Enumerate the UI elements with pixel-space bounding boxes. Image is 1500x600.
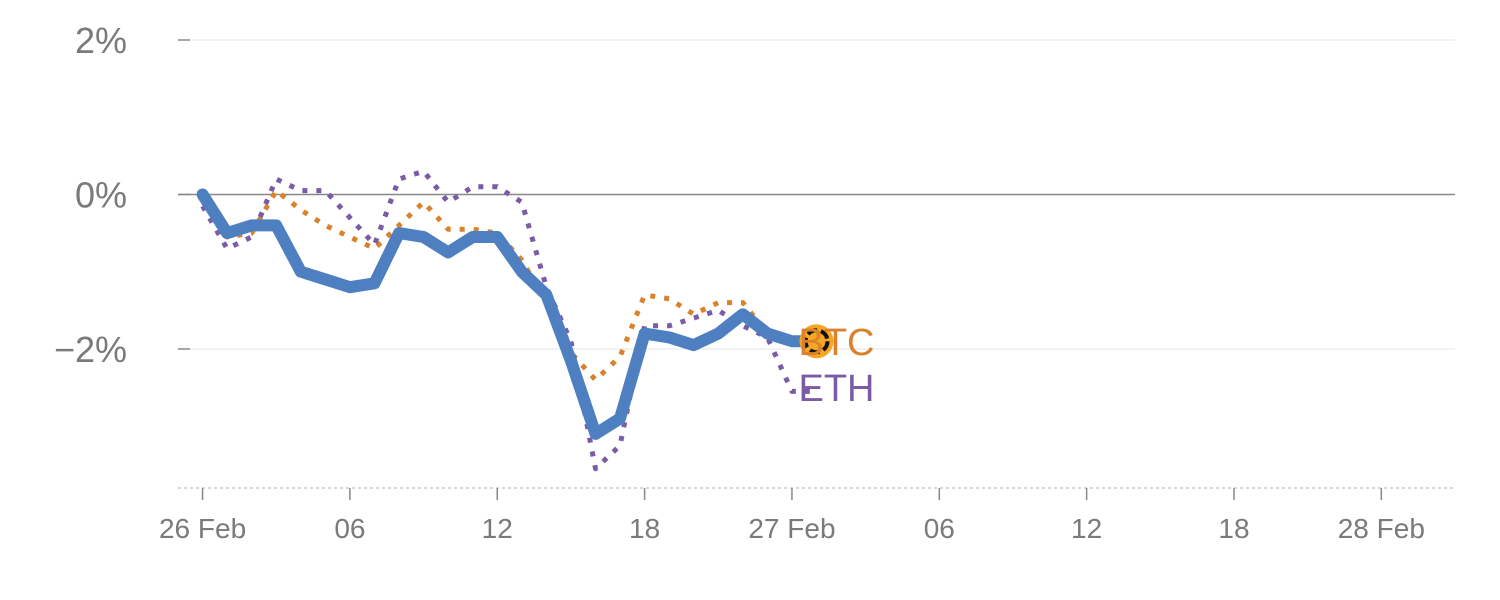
series-line-eth: [200, 168, 817, 472]
y-tick-label: 0%: [75, 174, 127, 215]
y-axis: 2% 0% −2%: [54, 20, 190, 370]
x-tick-label: 28 Feb: [1338, 513, 1425, 544]
end-marker-dot: [803, 328, 830, 355]
x-tick-label: 27 Feb: [748, 513, 835, 544]
x-tick-label: 18: [1218, 513, 1249, 544]
series-line-btc: [200, 188, 817, 383]
series-label-eth: ETH: [799, 368, 875, 410]
y-tick-label: −2%: [54, 329, 127, 370]
end-marker: [799, 324, 834, 359]
x-tick-label: 18: [629, 513, 660, 544]
x-tick-label: 06: [924, 513, 955, 544]
x-tick-label: 26 Feb: [159, 513, 246, 544]
series-labels: BTC ETH: [799, 322, 875, 410]
x-axis: 26 Feb 06 12 18 27 Feb 06 12 18 28 Feb: [159, 487, 1455, 544]
x-tick-label: 12: [1071, 513, 1102, 544]
series-lines: [196, 168, 823, 472]
x-tick-label: 12: [482, 513, 513, 544]
series-line-main: [196, 188, 823, 440]
series-label-btc: BTC: [799, 322, 875, 364]
x-tick-label: 06: [334, 513, 365, 544]
y-tick-label: 2%: [75, 20, 127, 61]
grid-lines: [178, 39, 1455, 350]
